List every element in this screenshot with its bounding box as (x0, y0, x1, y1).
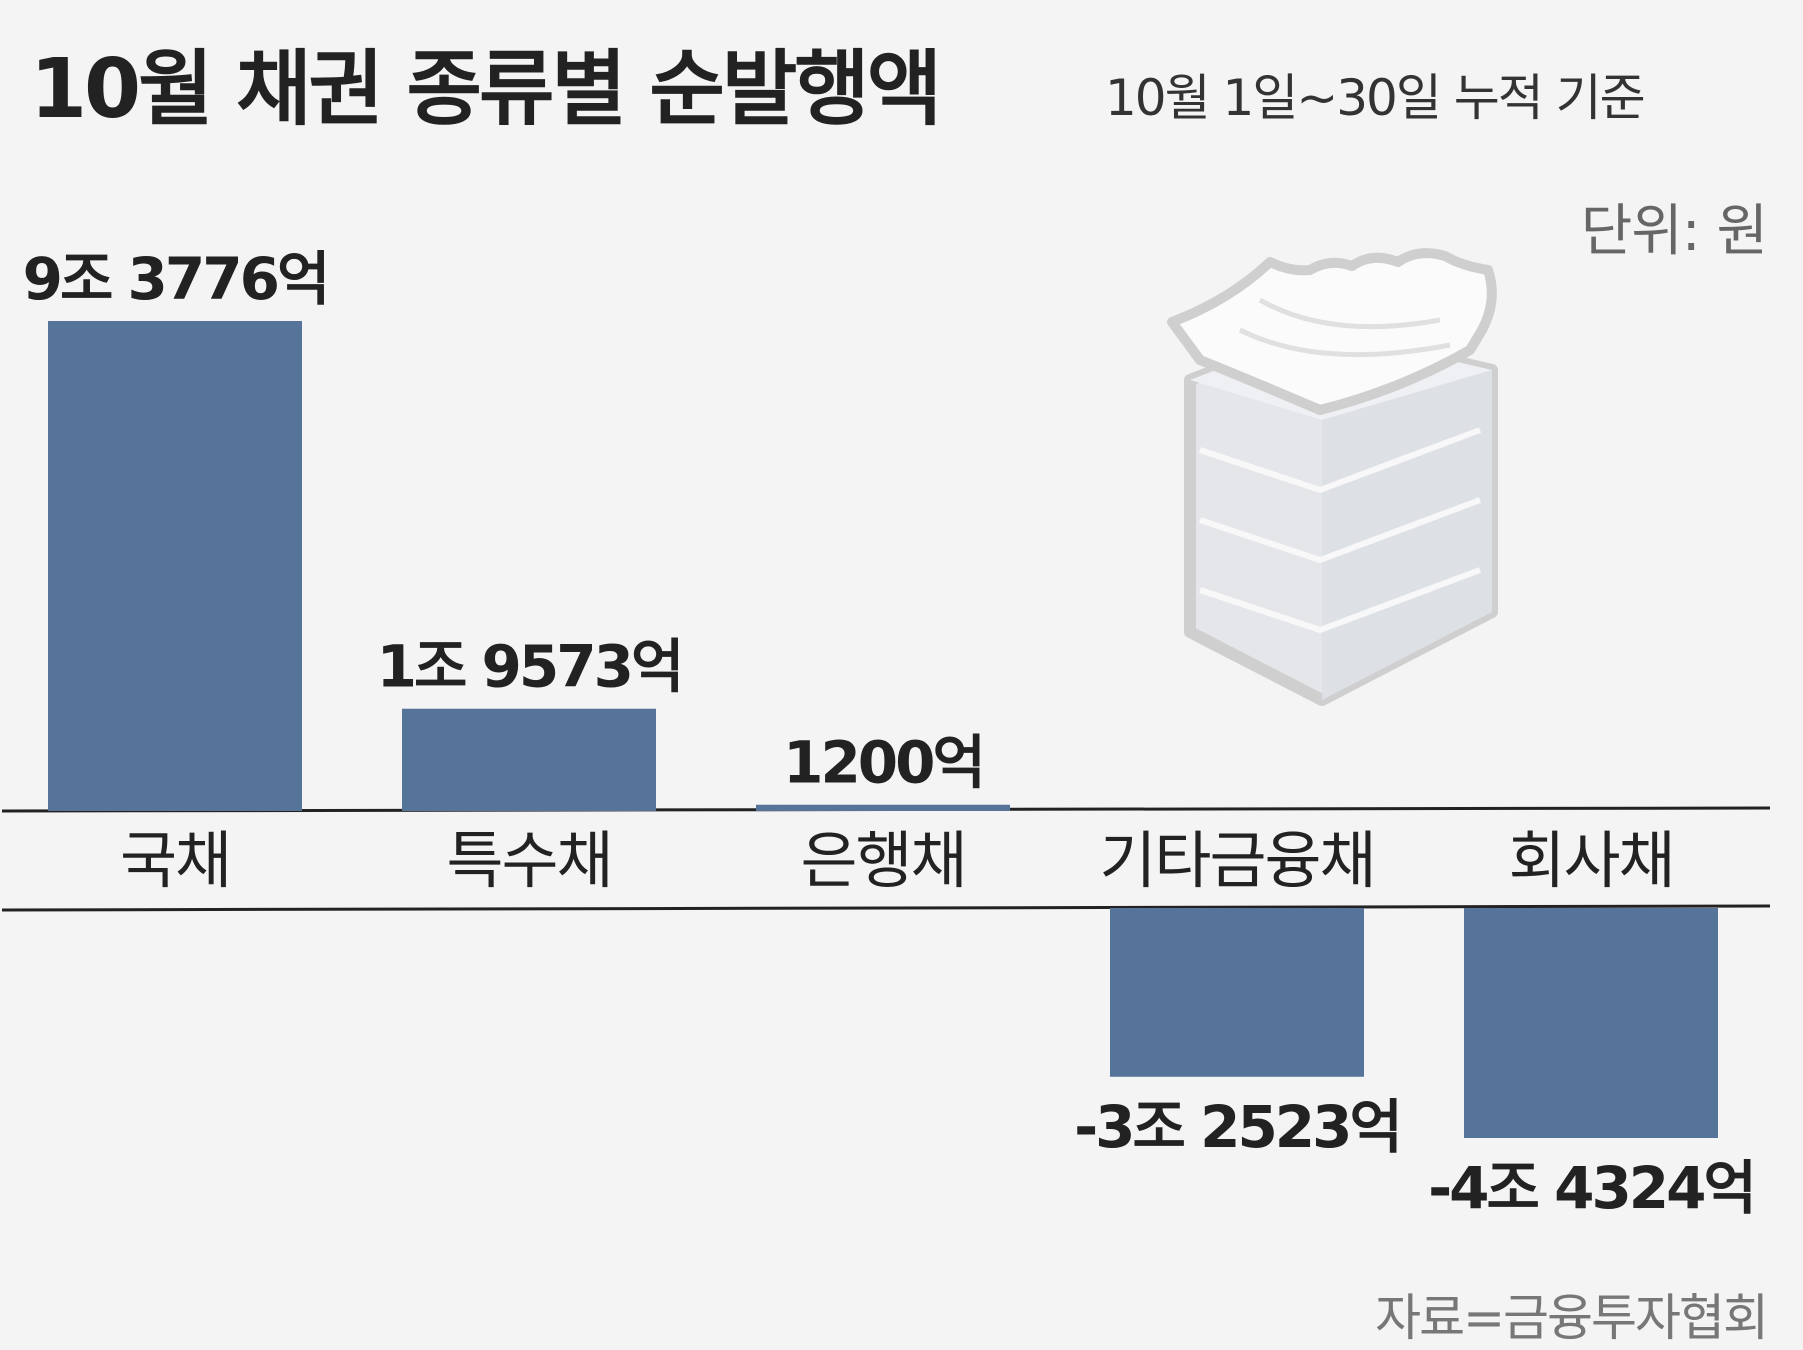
data-label-1: 9조 3776억 (23, 245, 328, 313)
page-subtitle: 10월 1일~30일 누적 기준 (1105, 69, 1646, 127)
data-label-4: -3조 2523억 (1074, 1093, 1400, 1161)
category-label-4: 기타금융채 (1099, 824, 1374, 897)
bar-2 (402, 708, 656, 811)
data-label-5: -4조 4324억 (1428, 1154, 1754, 1222)
category-label-3: 은행채 (800, 824, 965, 897)
bar-5 (1464, 908, 1718, 1138)
category-label-1: 국채 (120, 824, 230, 897)
source-note: 자료=금융투자협회 (1375, 1289, 1769, 1347)
category-label-5: 회사채 (1508, 824, 1673, 897)
bar-3 (756, 804, 1010, 811)
data-label-2: 1조 9573억 (377, 633, 682, 701)
category-band-bottom-line (1, 904, 1771, 912)
bar-4 (1110, 908, 1364, 1077)
category-label-2: 특수채 (446, 824, 611, 897)
bar-1 (48, 321, 302, 811)
data-label-3: 1200억 (783, 729, 983, 797)
page-title: 10월 채권 종류별 순발행액 (30, 42, 942, 137)
unit-label: 단위: 원 (1580, 199, 1768, 264)
paper-stack-icon (1167, 248, 1498, 706)
